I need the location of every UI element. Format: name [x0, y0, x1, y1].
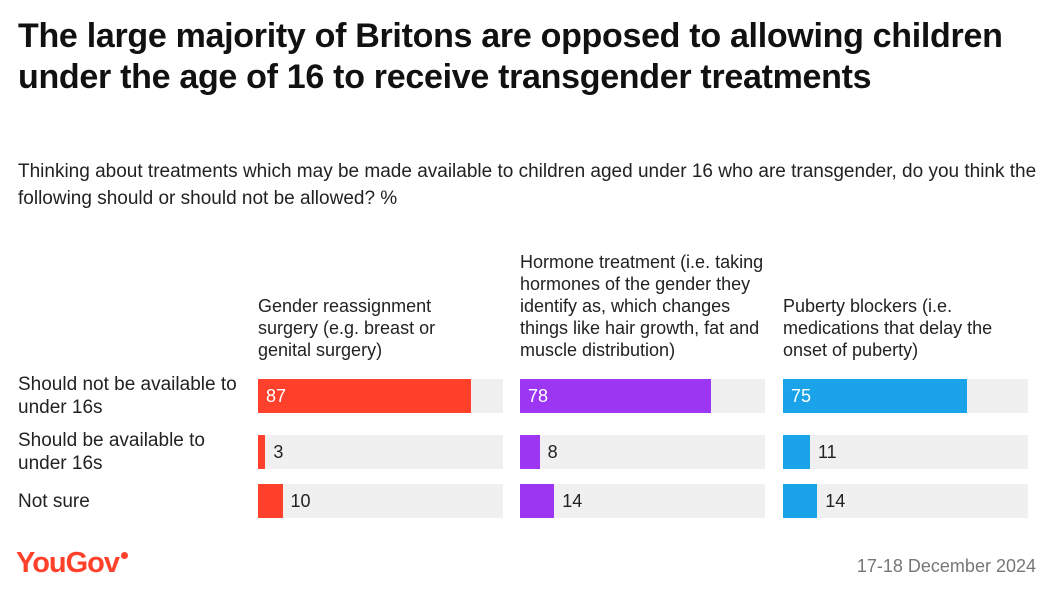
survey-date: 17-18 December 2024 [856, 556, 1036, 576]
data-label: 87 [266, 386, 287, 406]
logo-dot-icon [121, 552, 128, 559]
bar-puberty_blockers-3 [783, 484, 818, 518]
data-label: 14 [825, 491, 846, 511]
bar-puberty_blockers-2 [783, 435, 810, 469]
bar-track: 3 [258, 435, 503, 469]
bar-track: 11 [783, 435, 1028, 469]
category-label-3: Not sure [18, 490, 90, 512]
data-label: 78 [528, 386, 549, 406]
chart-subtitle: Thinking about treatments which may be m… [18, 161, 1037, 209]
series-header-2: Hormone treatment (i.e. taking hormones … [520, 252, 764, 360]
data-label: 8 [547, 442, 558, 462]
bar-hormone_treatment-3 [520, 484, 555, 518]
data-label: 10 [290, 491, 311, 511]
series-header-1: Gender reassignment surgery (e.g. breast… [258, 296, 436, 360]
bar-track: 10 [258, 484, 503, 518]
data-label: 14 [562, 491, 583, 511]
bar-hormone_treatment-2 [520, 435, 540, 469]
bar-puberty_blockers-1 [783, 379, 967, 413]
bar-track: 14 [520, 484, 765, 518]
category-label-2: Should be available to under 16s [18, 430, 205, 474]
chart-title: The large majority of Britons are oppose… [18, 17, 1003, 96]
bar-hormone_treatment-1 [520, 379, 712, 413]
category-label-1: Should not be available to under 16s [18, 374, 237, 418]
bar-track: 14 [783, 484, 1028, 518]
bar-track: 78 [520, 379, 765, 413]
data-label: 11 [817, 442, 837, 462]
data-label: 3 [273, 442, 284, 462]
bar-gender_reassignment-3 [258, 484, 283, 518]
bar-gender_reassignment-1 [258, 379, 472, 413]
yougov-logo: YouGov [16, 547, 120, 579]
bar-track: 87 [258, 379, 503, 413]
bar-track: 8 [520, 435, 765, 469]
bar-track: 75 [783, 379, 1028, 413]
data-label: 75 [791, 386, 812, 406]
bar-gender_reassignment-2 [258, 435, 266, 469]
series-header-3: Puberty blockers (i.e. medications that … [783, 296, 993, 360]
